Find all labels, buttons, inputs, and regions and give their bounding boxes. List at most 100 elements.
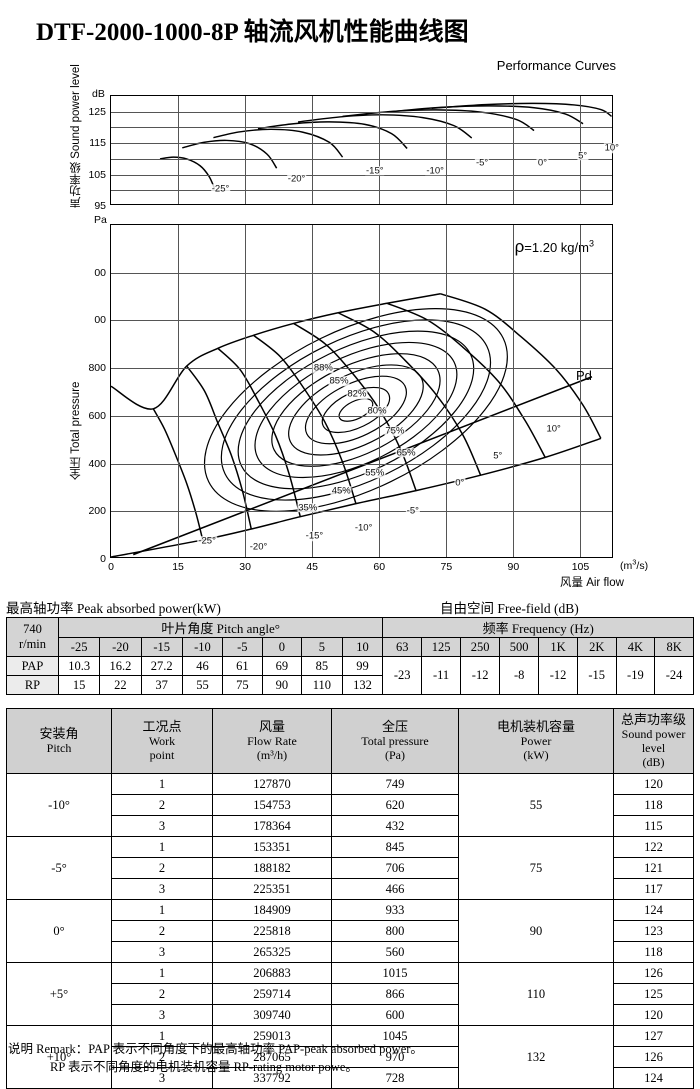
flow-rate-cell: 154753	[212, 794, 332, 817]
rho-symbol: ρ	[514, 237, 525, 256]
airflow-xtick: 60	[373, 561, 386, 573]
pd-label: Pd	[575, 368, 592, 384]
efficiency-contour-label: 45%	[330, 485, 352, 497]
column-header-en: Power	[520, 733, 552, 748]
sound-power-level-cell: 120	[613, 773, 694, 796]
freq-value-cell: -12	[538, 656, 578, 695]
work-point-cell: 2	[111, 857, 213, 880]
pitch-curve-label: -15°	[304, 530, 325, 542]
sound-curve-label: 5°	[577, 149, 589, 161]
efficiency-contour-label: 88%	[312, 362, 334, 374]
sound-gridline-h	[111, 158, 612, 160]
table-row: PAP 10.3 16.2 27.2 46 61 69 85 99 -23 -11 -12 -8 -12-…	[6, 656, 694, 695]
performance-curves-caption: Performance Curves	[496, 58, 616, 73]
remark-line-2: RP 表示不同角度的电机装机容量 RP-rating motor powe。	[50, 1060, 358, 1075]
pressure-gridline-v	[580, 225, 582, 557]
sound-gridline-v	[446, 96, 448, 204]
flow-rate-cell: 225351	[212, 878, 332, 901]
efficiency-contour-label: 75%	[384, 425, 406, 437]
pap-value-cell: 85	[301, 656, 343, 676]
frequency-cell: 250	[460, 637, 501, 657]
pressure-gridline-v	[446, 225, 448, 557]
sound-axis-unit: dB	[92, 88, 105, 100]
table-row: 2 287065 970 126	[7, 1046, 694, 1069]
work-point-cell: 2	[111, 983, 213, 1006]
pressure-axis-unit: Pa	[94, 214, 107, 226]
rpm-cell: 740 r/min	[6, 617, 59, 657]
pressure-gridline-h	[111, 415, 612, 417]
efficiency-contour-label: 55%	[364, 467, 386, 479]
column-header-en: Pitch	[46, 740, 72, 755]
freq-value-cell: -23	[382, 656, 423, 695]
sound-gridline-v	[245, 96, 247, 204]
pressure-gridline-v	[312, 225, 314, 557]
work-point-cell: 2	[111, 794, 213, 817]
column-header: 安装角 Pitch	[6, 707, 112, 775]
pap-value-cell: 90	[261, 675, 303, 695]
work-point-cell: 3	[111, 815, 213, 838]
sound-gridline-v	[379, 96, 381, 204]
airflow-xtick: 90	[507, 561, 520, 573]
table-row: +5° 1 206883 1015 110 126	[6, 962, 694, 1027]
flow-rate-cell: 206883	[212, 962, 332, 985]
sound-ytick: 95	[94, 200, 106, 212]
column-header: 风量 Flow Rate (m³/h)	[212, 707, 332, 775]
column-header: 总声功率级 Sound power level (dB)	[613, 707, 694, 775]
table-row: -10° 1 127870 749 55 120	[6, 773, 694, 838]
sound-gridline-h	[111, 111, 612, 113]
pressure-ytick: 00	[94, 266, 106, 279]
pitch-group-cell: -10°	[6, 773, 112, 838]
pap-value-cell: 10.3	[57, 656, 101, 676]
pressure-ytick: 400	[88, 457, 106, 470]
total-pressure-cell: 866	[331, 983, 459, 1006]
table-row: 2 188182 706 121	[7, 857, 694, 880]
total-pressure-cell: 466	[331, 878, 459, 901]
pitch-angle-cell: -25	[57, 637, 101, 657]
sound-power-level-cell: 120	[613, 1004, 694, 1027]
pap-value-cell: 37	[140, 675, 183, 695]
pitch-group-cell: +5°	[6, 962, 112, 1027]
total-pressure-cell: 560	[331, 941, 459, 964]
efficiency-contour-label: 35%	[297, 501, 319, 513]
pap-value-cell: 55	[181, 675, 224, 695]
pitch-angle-cell: 10	[341, 637, 384, 657]
sound-gridline-h	[111, 127, 612, 129]
frequency-header: 频率 Frequency (Hz)	[382, 617, 694, 638]
pitch-angle-cell: 5	[301, 637, 343, 657]
frequency-cell: 4K	[615, 637, 656, 657]
column-header-unit: (dB)	[642, 754, 665, 769]
sound-ytick: 125	[88, 105, 106, 118]
sound-gridline-v	[312, 96, 314, 204]
work-point-cell: 1	[111, 962, 213, 985]
sound-power-level-cell: 122	[613, 836, 694, 859]
column-header-en: Flow Rate	[247, 733, 297, 748]
work-point-cell: 1	[111, 899, 213, 922]
column-header: 电机装机容量 Power (kW)	[458, 707, 614, 775]
total-pressure-chart: ρ=1.20 kg/m3 00 00 800 600 400 200 0 0 15 30 45 60 7…	[88, 224, 613, 573]
work-point-cell: 3	[111, 941, 213, 964]
flow-rate-cell: 337792	[212, 1067, 332, 1089]
work-point-cell: 1	[111, 773, 213, 796]
pitch-curve-label: 0°	[454, 476, 466, 488]
column-header-cn: 总声功率级	[620, 712, 686, 727]
sound-curve-label: 0°	[536, 157, 548, 169]
airflow-xtick: 105	[571, 561, 590, 573]
frequency-cell: 500	[499, 637, 540, 657]
efficiency-contour-label: 65%	[395, 447, 417, 459]
sound-power-level-cell: 126	[613, 962, 694, 985]
total-pressure-cell: 749	[331, 773, 459, 796]
sound-power-level-cell: 118	[613, 941, 694, 964]
pressure-ytick: 800	[88, 362, 106, 375]
pitch-angle-cell: 0	[261, 637, 303, 657]
table-row: 0° 1 184909 933 90 124	[6, 899, 694, 964]
frequency-cell: 63	[382, 637, 423, 657]
pressure-gridline-h	[111, 368, 612, 370]
pitch-angle-cell: -20	[99, 637, 142, 657]
column-header-cn: 风量	[258, 718, 285, 734]
pitch-curve-label: 10°	[545, 423, 562, 435]
total-pressure-cell: 706	[331, 857, 459, 880]
pitch-angle-header: 叶片角度 Pitch angle°	[57, 617, 384, 638]
work-point-cell: 3	[111, 878, 213, 901]
flow-rate-cell: 153351	[212, 836, 332, 859]
remark-block: 说明 Remark：PAP 表示不同角度下的最高轴功率 PAP-peak abs…	[8, 1040, 423, 1076]
